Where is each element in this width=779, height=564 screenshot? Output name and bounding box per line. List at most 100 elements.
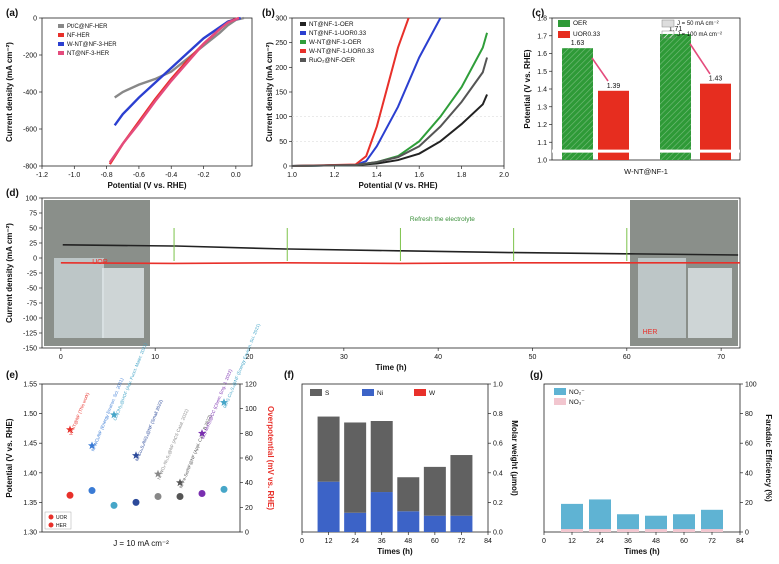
panel-d-x-tick-label: 40 xyxy=(434,354,442,361)
panel-d-y-tick-label: 50 xyxy=(29,226,37,233)
panel-a-legend-entry: NT@NF-3-HER xyxy=(67,51,110,57)
panel-c-legend-swatch xyxy=(558,31,570,38)
panel-c-bar-label: 1.63 xyxy=(571,40,585,47)
panel-e-xlabel: J = 10 mA cm⁻² xyxy=(113,539,169,548)
panel-b-legend-entry: NT@NF-1-UOR0.33 xyxy=(309,30,367,37)
panel-a-series-line xyxy=(108,16,240,163)
panel-b-series-line xyxy=(291,57,489,167)
panel-f-x-tick-label: 84 xyxy=(484,538,492,545)
panel-f-x-tick-label: 48 xyxy=(404,538,412,545)
panel-d-y-tick-label: -100 xyxy=(23,316,37,323)
panel-d-y-tick-label: 75 xyxy=(29,211,37,218)
panel-g-y-tick-label: 0 xyxy=(745,530,749,537)
panel-d-x-tick-label: 0 xyxy=(59,354,63,361)
panel-g-x-tick-label: 48 xyxy=(652,538,660,545)
panel-d-y-tick-label: -75 xyxy=(27,301,37,308)
panel-b-legend-swatch xyxy=(300,58,306,62)
panel-g-y-tick-label: 100 xyxy=(745,382,757,389)
panel-d-label: (d) xyxy=(6,188,19,199)
panel-e-uor-point xyxy=(132,498,140,506)
panel-f-bar-segment xyxy=(423,515,446,532)
panel-g-legend-entry: NO₂⁻ xyxy=(569,389,585,396)
panel-d-x-tick-label: 10 xyxy=(151,354,159,361)
panel-a-legend-swatch xyxy=(58,51,64,55)
panel-c-legend-entry: J = 100 mA cm⁻² xyxy=(677,32,722,38)
panel-c-bar xyxy=(700,83,731,160)
panel-g-y-tick-label: 80 xyxy=(745,411,753,418)
panel-d-x-tick-label: 70 xyxy=(717,354,725,361)
panel-c-y-tick-label: 1.7 xyxy=(537,33,547,40)
panel-b-xlabel: Potential (V vs. RHE) xyxy=(358,181,437,190)
panel-c-y-tick-label: 1.3 xyxy=(537,104,547,111)
panel-e-point-label: W-NT@NF (This work) xyxy=(68,391,90,436)
panel-g-bar xyxy=(617,529,639,532)
panel-c-bar-label: 1.71 xyxy=(669,26,683,33)
panel-b-legend-entry: W-NT@NF-1-UOR0.33 xyxy=(309,48,375,55)
panel-f-y-tick-label: 0.2 xyxy=(493,500,503,507)
panel-f-bar-segment xyxy=(450,515,473,532)
panel-e-label: (e) xyxy=(6,370,18,381)
panel-g-frame xyxy=(543,383,741,533)
panel-b-ylabel: Current density (mA cm⁻²) xyxy=(265,42,274,142)
panel-g-x-tick-label: 84 xyxy=(736,538,744,545)
panel-c-arrow xyxy=(591,57,609,82)
panel-f-bar-segment xyxy=(370,421,393,493)
panel-f-legend-entry: S xyxy=(325,390,330,397)
panel-b-legend-entry: W-NT@NF-1-OER xyxy=(309,39,362,46)
panel-d-x-tick-label: 20 xyxy=(246,354,254,361)
panel-a-legend-entry: NF-HER xyxy=(67,33,90,39)
panel-a-y-tick-label: -600 xyxy=(23,127,37,134)
panel-c-y-tick-label: 1.1 xyxy=(537,140,547,147)
panel-c-ylabel: Potential (V vs. RHE) xyxy=(523,49,532,128)
panel-b-y-tick-label: 200 xyxy=(275,65,287,72)
panel-f-xlabel: Times (h) xyxy=(377,547,413,556)
photo-right-cell xyxy=(638,258,686,338)
panel-a-ylabel: Current density (mA cm⁻²) xyxy=(5,42,14,142)
panel-f-bar-segment xyxy=(317,481,340,532)
panel-a-frame xyxy=(41,17,253,167)
panel-g-bar xyxy=(701,529,723,532)
panel-e-y2label: Overpotential (mV vs. RHE) xyxy=(266,406,275,510)
panel-g-x-tick-label: 0 xyxy=(542,538,546,545)
panel-g-y-tick-label: 60 xyxy=(745,441,753,448)
panel-c-legend-swatch xyxy=(661,30,675,39)
panel-b-legend-swatch xyxy=(300,31,306,35)
panel-e-y-tick-label: 1.30 xyxy=(23,530,37,537)
panel-e-ylabel: Potential (V vs. RHE) xyxy=(5,418,14,497)
panel-d-xlabel: Time (h) xyxy=(376,363,407,372)
panel-a-x-tick-label: -0.6 xyxy=(133,172,145,179)
photo-label-her: HER xyxy=(643,329,658,336)
panel-a-x-tick-label: -0.8 xyxy=(101,172,113,179)
panel-f-y-tick-label: 1.0 xyxy=(493,382,503,389)
panel-f-bar-segment xyxy=(450,455,473,516)
panel-c-xlabel: W-NT@NF-1 xyxy=(624,167,668,176)
panel-e-legend-entry: HER xyxy=(56,523,67,529)
panel-a-label: (a) xyxy=(6,8,18,19)
panel-f-legend-swatch xyxy=(310,389,322,396)
panel-c-legend-entry: OER xyxy=(573,20,587,27)
panel-d-annotation: Refresh the electrolyte xyxy=(410,216,475,223)
panel-e-y-tick-label: 1.55 xyxy=(23,382,37,389)
panel-g-bar xyxy=(589,529,611,532)
panel-f-y-tick-label: 0.8 xyxy=(493,411,503,418)
panel-g-ylabel: Faradaic Efficiency (%) xyxy=(764,414,773,502)
panel-e-y2-tick-label: 60 xyxy=(245,456,253,463)
panel-f-bar-segment xyxy=(397,477,420,512)
panel-f-legend-entry: W xyxy=(429,390,436,397)
panel-b-x-tick-label: 1.4 xyxy=(372,172,382,179)
panel-e-her-point xyxy=(88,441,96,450)
panel-a-series-line xyxy=(114,16,245,99)
panel-e-y-tick-label: 1.45 xyxy=(23,441,37,448)
panel-e-her-point xyxy=(132,451,140,459)
panel-d-her-trace xyxy=(60,261,740,265)
panel-e-point-label: Ni-Co₃S₄/NiS₃@NF (Small 2022) xyxy=(134,399,163,462)
panel-e-legend-uor-marker xyxy=(48,514,54,520)
panel-c-legend-entry: J = 50 mA cm⁻² xyxy=(677,21,719,27)
panel-a-legend-swatch xyxy=(58,33,64,37)
panel-b-y-tick-label: 250 xyxy=(275,40,287,47)
panel-b-x-tick-label: 1.2 xyxy=(330,172,340,179)
panel-b-y-tick-label: 0 xyxy=(283,164,287,171)
panel-a-y-tick-label: -400 xyxy=(23,90,37,97)
panel-f-y-tick-label: 0.6 xyxy=(493,441,503,448)
